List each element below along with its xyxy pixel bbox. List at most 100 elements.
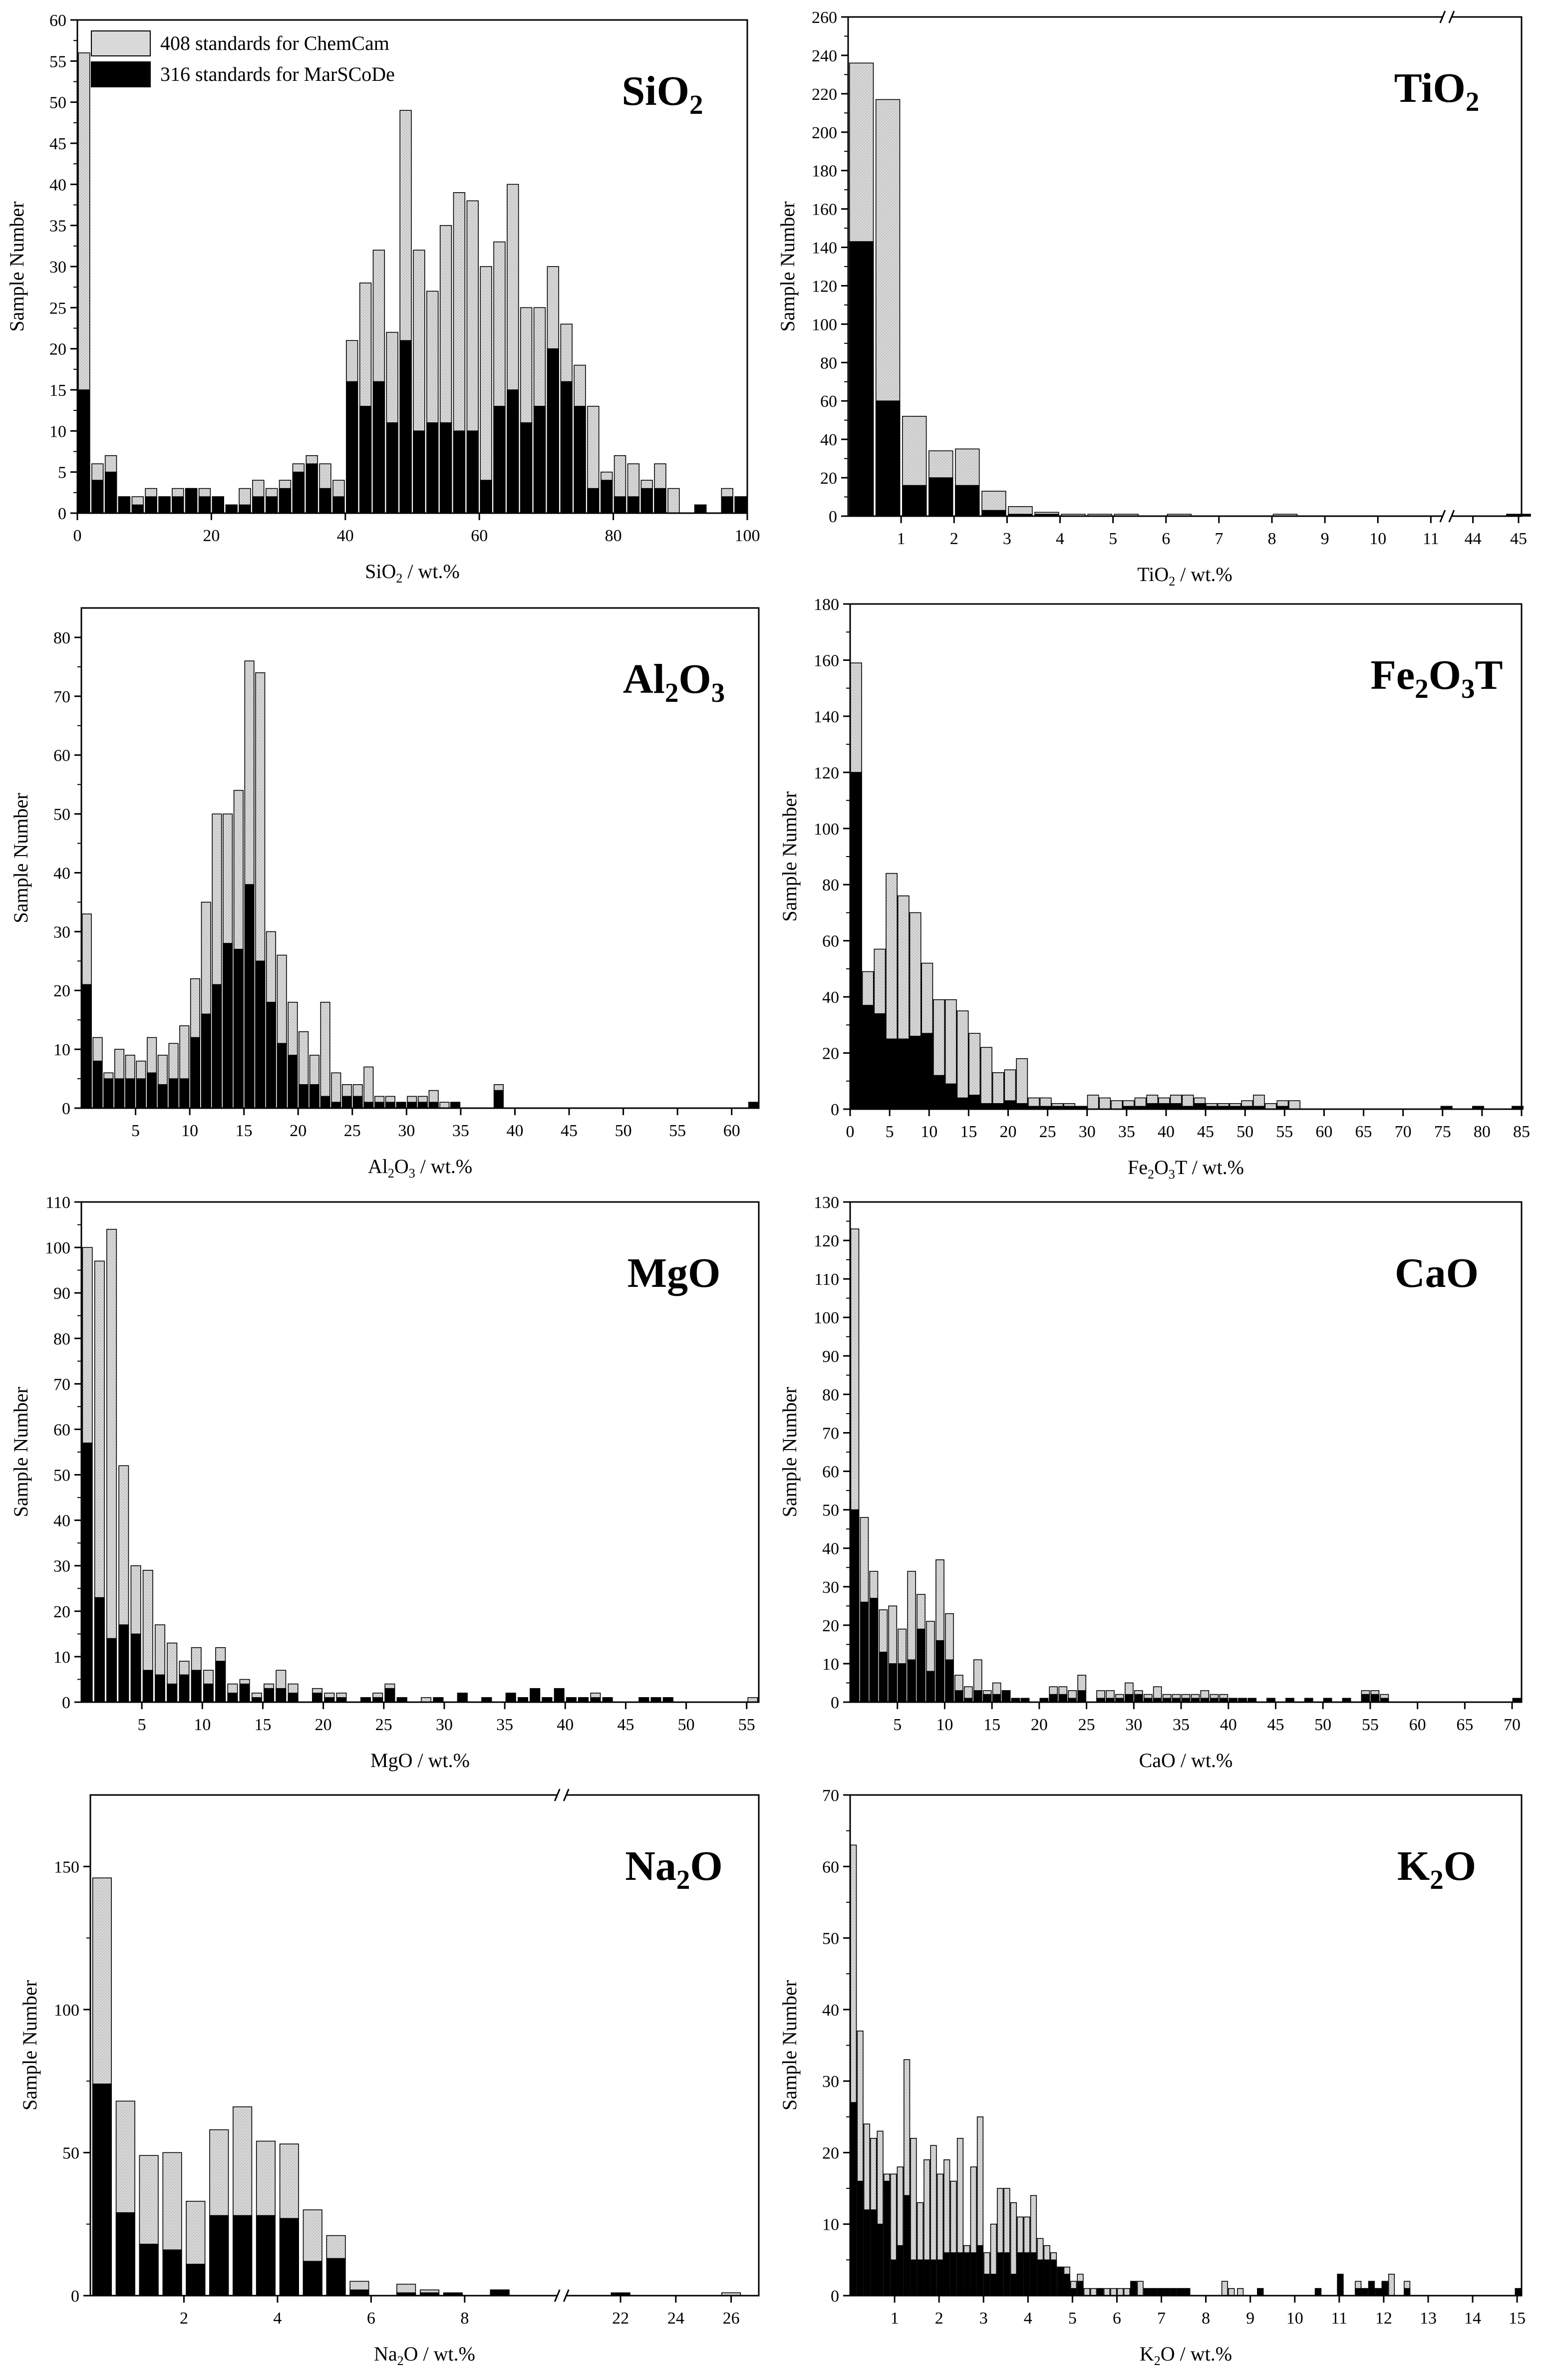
sio2-bar-marscode [118, 496, 131, 514]
mgo-y-tick-label: 10 [53, 1648, 70, 1667]
sio2-bar-marscode [172, 496, 184, 514]
k2o-bar-marscode [1184, 2288, 1191, 2296]
al2o3-bar-marscode [168, 1078, 179, 1109]
k2o-y-tick-label: 30 [822, 2073, 839, 2091]
sio2-bar-marscode [359, 406, 372, 514]
al2o3-y-tick-label: 60 [53, 747, 70, 765]
k2o-bar-marscode [883, 2180, 891, 2296]
tio2-y-tick-label: 160 [812, 201, 837, 219]
cao-bar-marscode [982, 1694, 992, 1703]
sio2-y-tick-label: 25 [49, 299, 66, 317]
k2o-y-tick-label: 20 [822, 2144, 839, 2162]
cao-bar-marscode [860, 1601, 869, 1703]
cao-y-tick-label: 80 [822, 1386, 839, 1404]
mgo-bar-marscode [167, 1683, 178, 1703]
tio2-x-tick-label: 5 [1109, 530, 1117, 548]
na2o-bar-marscode [115, 2212, 135, 2296]
sio2-bar-marscode [520, 422, 533, 514]
mgo-y-tick-label: 50 [53, 1467, 70, 1485]
cao-bar-marscode [1134, 1694, 1143, 1703]
sio2-bar-marscode [372, 381, 385, 514]
cao-bar-marscode [907, 1659, 916, 1703]
mgo-bar-chemcam [106, 1228, 117, 1703]
al2o3-bar-marscode [450, 1102, 461, 1109]
fe2o3t-bar-marscode [956, 1097, 969, 1110]
k2o-x-tick-label: 5 [1068, 2309, 1077, 2328]
k2o-x-tick-label: 8 [1202, 2309, 1210, 2328]
sio2-bar-marscode [466, 430, 479, 514]
k2o-bar-marscode [936, 2259, 943, 2296]
k2o-bar-marscode [983, 2274, 990, 2296]
mgo-y-tick-label: 70 [53, 1375, 70, 1394]
legend: 408 standards for ChemCam 316 standards f… [91, 30, 395, 87]
sio2-bar-marscode [734, 496, 747, 514]
al2o3-bar-marscode [288, 1055, 298, 1109]
fe2o3t-bar-marscode [886, 1038, 898, 1110]
k2o-bar-chemcam [1221, 2281, 1229, 2296]
na2o-plot-frame [89, 1794, 760, 2297]
cao-bar-marscode [888, 1663, 898, 1703]
tio2-x-tick-label: 1 [897, 530, 906, 548]
sio2-bar-marscode [279, 488, 292, 514]
mgo-x-tick-label: 10 [194, 1716, 211, 1734]
cao-x-tick-label: 50 [1314, 1716, 1331, 1734]
cao-bar-marscode [917, 1628, 926, 1703]
k2o-bar-marscode [1404, 2288, 1411, 2296]
sio2-bar-marscode [480, 480, 492, 514]
al2o3-bar-marscode [341, 1096, 352, 1109]
fe2o3t-x-axis-title: Fe2O3T / wt.% [1128, 1156, 1244, 1182]
fe2o3t-bar-chemcam [1099, 1097, 1111, 1110]
na2o-bar-marscode [303, 2261, 322, 2296]
cao-bar-marscode [926, 1671, 935, 1703]
sio2-bar-marscode [185, 488, 198, 514]
sio2-y-tick-label: 20 [49, 340, 66, 359]
cao-series-marscode [850, 1509, 1522, 1703]
fe2o3t-bar-marscode [1158, 1103, 1170, 1110]
mgo-bar-marscode [505, 1693, 516, 1703]
fe2o3t-y-tick-label: 0 [831, 1101, 839, 1119]
fe2o3t-x-tick-label: 20 [999, 1123, 1016, 1141]
k2o-bar-marscode [917, 2259, 924, 2296]
tio2-bar-marscode [875, 400, 901, 517]
fe2o3t-x-tick-label: 10 [921, 1123, 937, 1141]
fe2o3t-bar-marscode [944, 1083, 957, 1110]
mgo-x-tick-label: 25 [375, 1716, 392, 1734]
tio2-x-tick-label: 4 [1056, 530, 1064, 548]
sio2-x-tick-label: 40 [337, 527, 354, 545]
sio2-series-chemcam [78, 52, 747, 514]
sio2-y-tick-label: 35 [49, 217, 66, 236]
sio2-bar-marscode [654, 488, 666, 514]
sio2-y-tick-label: 50 [49, 94, 66, 112]
sio2-x-tick-label: 60 [471, 527, 488, 545]
k2o-bar-marscode [870, 2209, 877, 2296]
cao-bar-marscode [1370, 1694, 1380, 1703]
tio2-x-tick-label: 6 [1162, 530, 1170, 548]
tio2-axis-break-mark [1448, 510, 1455, 523]
cao-bar-marscode [1125, 1694, 1134, 1703]
mgo-x-axis-title: MgO / wt.% [370, 1749, 470, 1772]
mgo-bar-marscode [227, 1693, 238, 1703]
fe2o3t-y-tick-label: 20 [822, 1045, 839, 1063]
al2o3-series-marscode [81, 884, 759, 1109]
k2o-x-tick-label: 14 [1464, 2309, 1481, 2328]
al2o3-y-tick-label: 20 [53, 982, 70, 1000]
fe2o3t-x-tick-label: 55 [1276, 1123, 1293, 1141]
mgo-x-tick-label: 15 [254, 1716, 271, 1734]
tio2-axis-break-gap [1442, 14, 1452, 20]
sio2-bar-marscode [493, 406, 506, 514]
cao-y-tick-label: 60 [822, 1463, 839, 1482]
mgo-y-tick-label: 0 [62, 1694, 70, 1712]
k2o-y-tick-label: 40 [822, 2001, 839, 2020]
al2o3-bar-marscode [417, 1102, 428, 1109]
cao-y-tick-label: 40 [822, 1540, 839, 1558]
fe2o3t-bar-chemcam [1264, 1103, 1277, 1110]
cao-bar-marscode [973, 1690, 982, 1703]
mgo-y-tick-label: 20 [53, 1603, 70, 1621]
k2o-bar-marscode [956, 2252, 964, 2296]
na2o-y-tick-label: 50 [62, 2144, 79, 2162]
k2o-y-tick-label: 50 [822, 1930, 839, 1948]
sio2-bar-marscode [198, 496, 211, 514]
cao-x-tick-label: 60 [1409, 1716, 1426, 1734]
fe2o3t-y-tick-label: 100 [814, 820, 839, 839]
